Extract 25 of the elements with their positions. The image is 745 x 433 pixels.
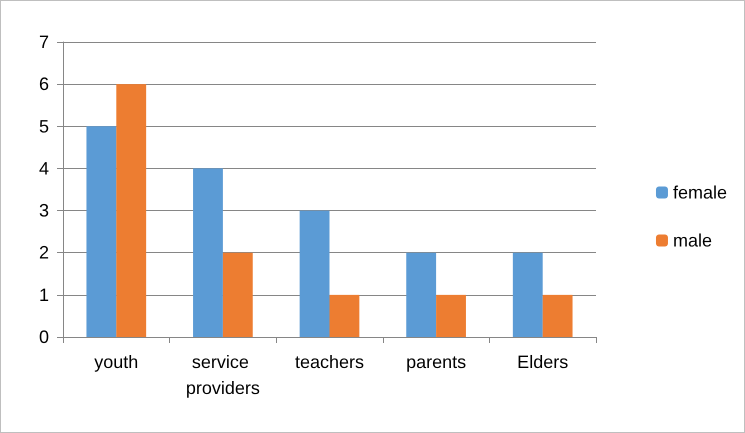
- x-tick-label: service providers: [186, 352, 260, 398]
- y-tick-label: 3: [38, 200, 49, 221]
- x-tick-label: Elders: [517, 352, 568, 372]
- y-tick-label: 5: [38, 116, 49, 136]
- bar: [436, 294, 466, 337]
- bar: [542, 294, 573, 337]
- y-tick-label: 1: [38, 284, 49, 305]
- bar: [330, 294, 360, 337]
- legend-label: male: [672, 230, 712, 250]
- bar: [86, 126, 116, 337]
- legend-label: female: [672, 182, 728, 202]
- y-tick-label: 0: [38, 327, 49, 347]
- bar: [300, 210, 330, 337]
- x-tick-label: parents: [406, 352, 466, 372]
- bar: [512, 252, 543, 337]
- x-tick-label: youth: [94, 352, 138, 372]
- x-tick-label: teachers: [294, 352, 364, 372]
- y-tick-label: 4: [38, 158, 49, 178]
- y-tick-label: 6: [38, 74, 49, 94]
- y-tick-label: 7: [38, 32, 49, 52]
- bar: [222, 252, 253, 337]
- bar: [406, 252, 436, 337]
- bar: [193, 168, 223, 337]
- bar: [116, 84, 146, 337]
- y-tick-label: 2: [38, 242, 49, 263]
